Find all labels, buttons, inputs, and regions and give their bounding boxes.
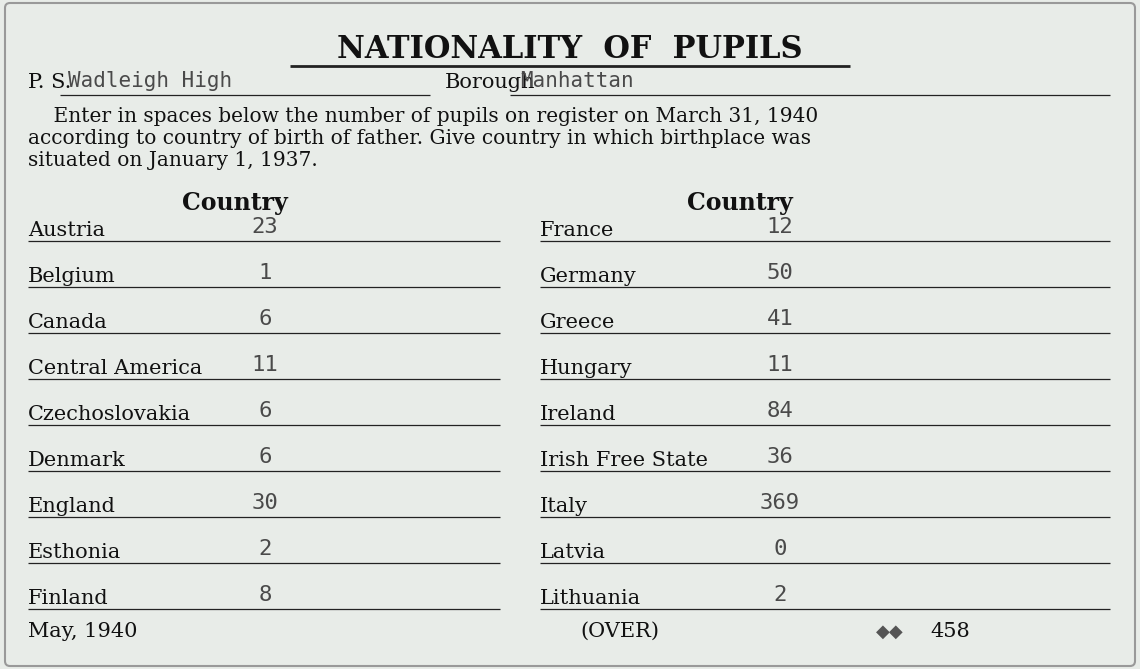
Text: 458: 458 xyxy=(930,622,970,641)
Text: Greece: Greece xyxy=(540,313,616,332)
Text: Irish Free State: Irish Free State xyxy=(540,451,708,470)
Text: Belgium: Belgium xyxy=(28,267,116,286)
Text: Canada: Canada xyxy=(28,313,108,332)
Text: 6: 6 xyxy=(259,447,271,467)
Text: Manhattan: Manhattan xyxy=(520,71,634,91)
Text: 23: 23 xyxy=(252,217,278,237)
Text: Denmark: Denmark xyxy=(28,451,125,470)
Text: Hungary: Hungary xyxy=(540,359,633,378)
Text: 6: 6 xyxy=(259,401,271,421)
Text: 50: 50 xyxy=(766,263,793,283)
Text: 2: 2 xyxy=(773,585,787,605)
Text: Lithuania: Lithuania xyxy=(540,589,641,608)
Text: ◆◆: ◆◆ xyxy=(877,623,904,641)
Text: 11: 11 xyxy=(252,355,278,375)
Text: Country: Country xyxy=(687,191,793,215)
Text: May, 1940: May, 1940 xyxy=(28,622,138,641)
Text: Italy: Italy xyxy=(540,497,588,516)
Text: 36: 36 xyxy=(766,447,793,467)
Text: 8: 8 xyxy=(259,585,271,605)
Text: Country: Country xyxy=(182,191,288,215)
Text: 369: 369 xyxy=(760,493,800,513)
Text: P. S.: P. S. xyxy=(28,73,72,92)
Text: 2: 2 xyxy=(259,539,271,559)
Text: 41: 41 xyxy=(766,309,793,329)
Text: 1: 1 xyxy=(259,263,271,283)
Text: 12: 12 xyxy=(766,217,793,237)
Text: according to country of birth of father. Give country in which birthplace was: according to country of birth of father.… xyxy=(28,129,811,148)
Text: Germany: Germany xyxy=(540,267,637,286)
Text: Esthonia: Esthonia xyxy=(28,543,121,562)
Text: (OVER): (OVER) xyxy=(580,622,660,641)
Text: Finland: Finland xyxy=(28,589,108,608)
Text: situated on January 1, 1937.: situated on January 1, 1937. xyxy=(28,151,318,170)
Text: 11: 11 xyxy=(766,355,793,375)
Text: Borough: Borough xyxy=(445,73,536,92)
Text: Central America: Central America xyxy=(28,359,202,378)
Text: 84: 84 xyxy=(766,401,793,421)
Text: 6: 6 xyxy=(259,309,271,329)
Text: England: England xyxy=(28,497,116,516)
Text: Czechoslovakia: Czechoslovakia xyxy=(28,405,192,424)
Text: Latvia: Latvia xyxy=(540,543,606,562)
Text: 30: 30 xyxy=(252,493,278,513)
Text: Wadleigh High: Wadleigh High xyxy=(68,71,233,91)
Text: NATIONALITY  OF  PUPILS: NATIONALITY OF PUPILS xyxy=(337,34,803,65)
Text: Austria: Austria xyxy=(28,221,105,240)
Text: 0: 0 xyxy=(773,539,787,559)
Text: France: France xyxy=(540,221,614,240)
Text: Ireland: Ireland xyxy=(540,405,617,424)
Text: Enter in spaces below the number of pupils on register on March 31, 1940: Enter in spaces below the number of pupi… xyxy=(28,107,819,126)
